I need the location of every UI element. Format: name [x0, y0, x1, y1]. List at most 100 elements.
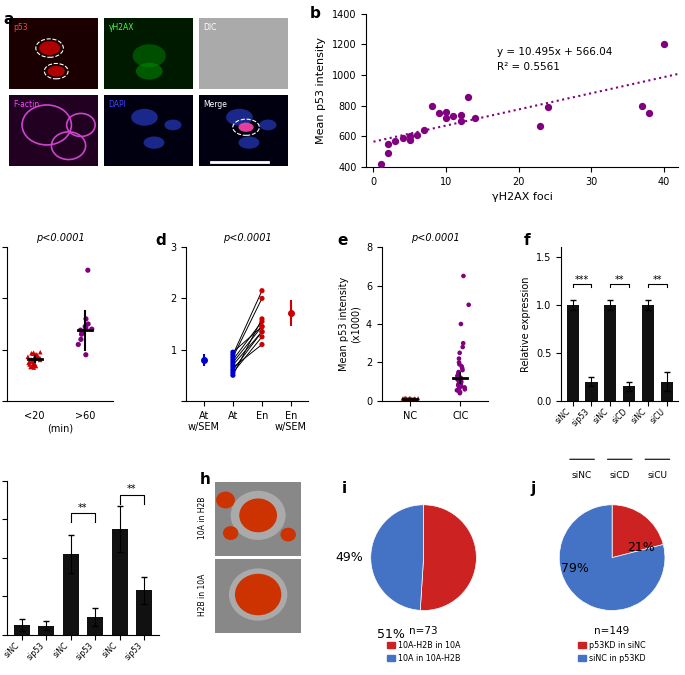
- Text: a: a: [3, 12, 14, 27]
- Point: [31, 349, 42, 360]
- Y-axis label: Mean p53 intensity
(x1000): Mean p53 intensity (x1000): [338, 277, 360, 371]
- Text: **: **: [653, 275, 662, 285]
- Point: [28, 348, 39, 358]
- Point: [404, 130, 415, 141]
- Point: [636, 101, 647, 111]
- Text: f: f: [524, 234, 531, 248]
- Point: [456, 378, 466, 389]
- Point: [455, 387, 466, 398]
- Bar: [14, 625, 29, 634]
- Point: [453, 386, 464, 397]
- Point: [227, 362, 238, 373]
- Point: [83, 319, 94, 329]
- Point: [405, 394, 416, 404]
- Ellipse shape: [164, 119, 182, 130]
- Point: [456, 319, 466, 329]
- Point: [412, 393, 423, 404]
- Point: [256, 331, 267, 342]
- Point: [404, 134, 415, 145]
- Point: [24, 356, 35, 367]
- Point: [27, 356, 38, 367]
- Point: [24, 359, 35, 370]
- Point: [452, 371, 463, 381]
- Point: [440, 107, 451, 117]
- Point: [410, 394, 421, 405]
- Point: [459, 382, 470, 393]
- Point: [455, 109, 466, 120]
- Point: [397, 132, 408, 143]
- Ellipse shape: [144, 136, 164, 148]
- Point: [31, 353, 42, 364]
- Point: [32, 350, 42, 360]
- Bar: [87, 617, 103, 634]
- Bar: [661, 381, 673, 401]
- Circle shape: [223, 526, 238, 540]
- Point: [453, 379, 464, 390]
- Point: [458, 271, 469, 281]
- Point: [23, 352, 34, 362]
- Text: d: d: [156, 234, 166, 248]
- Point: [82, 265, 93, 275]
- Text: h: h: [200, 472, 210, 487]
- Point: [30, 360, 41, 371]
- Point: [76, 329, 87, 340]
- Point: [409, 393, 420, 404]
- Point: [440, 113, 451, 124]
- Point: [469, 113, 480, 124]
- Ellipse shape: [48, 65, 65, 76]
- Point: [403, 394, 414, 404]
- Point: [227, 357, 238, 368]
- Point: [448, 111, 459, 122]
- Point: [77, 326, 88, 337]
- Point: [457, 364, 468, 375]
- Bar: [586, 381, 597, 401]
- Point: [227, 370, 238, 381]
- Circle shape: [235, 574, 282, 616]
- Point: [227, 347, 238, 358]
- Point: [456, 376, 466, 387]
- Point: [29, 357, 40, 368]
- Point: [256, 316, 267, 327]
- Point: [256, 321, 267, 332]
- Text: 49%: 49%: [336, 551, 364, 564]
- Point: [453, 367, 464, 377]
- Point: [256, 326, 267, 337]
- Point: [453, 357, 464, 368]
- Point: [426, 101, 437, 111]
- Circle shape: [280, 528, 296, 541]
- Point: [409, 394, 420, 404]
- Point: [453, 378, 464, 389]
- Point: [405, 394, 416, 405]
- Point: [453, 383, 464, 394]
- Point: [30, 360, 41, 371]
- Point: [404, 393, 415, 404]
- Point: [542, 102, 553, 113]
- Point: [79, 321, 90, 332]
- Point: [455, 115, 466, 126]
- Text: siCU: siCU: [647, 470, 667, 480]
- Point: [458, 338, 469, 348]
- Bar: [9, 95, 98, 165]
- Text: y = 10.495x + 566.04: y = 10.495x + 566.04: [497, 47, 612, 57]
- Text: p53: p53: [14, 23, 28, 32]
- Text: n=73: n=73: [409, 626, 438, 637]
- Point: [227, 360, 238, 371]
- Point: [27, 361, 38, 372]
- Wedge shape: [559, 505, 665, 610]
- Text: ***: ***: [575, 275, 589, 285]
- Text: Merge: Merge: [203, 100, 227, 109]
- Point: [454, 348, 465, 358]
- Point: [28, 360, 39, 371]
- Bar: [112, 529, 127, 634]
- Point: [454, 387, 465, 398]
- Point: [32, 350, 43, 361]
- Point: [405, 394, 416, 404]
- Point: [227, 352, 238, 362]
- Circle shape: [216, 491, 235, 508]
- Text: 10A in H2B: 10A in H2B: [197, 497, 207, 539]
- Point: [227, 354, 238, 365]
- Ellipse shape: [238, 136, 260, 148]
- Point: [26, 348, 37, 358]
- Point: [256, 286, 267, 296]
- Text: H2B in 10A: H2B in 10A: [197, 573, 207, 616]
